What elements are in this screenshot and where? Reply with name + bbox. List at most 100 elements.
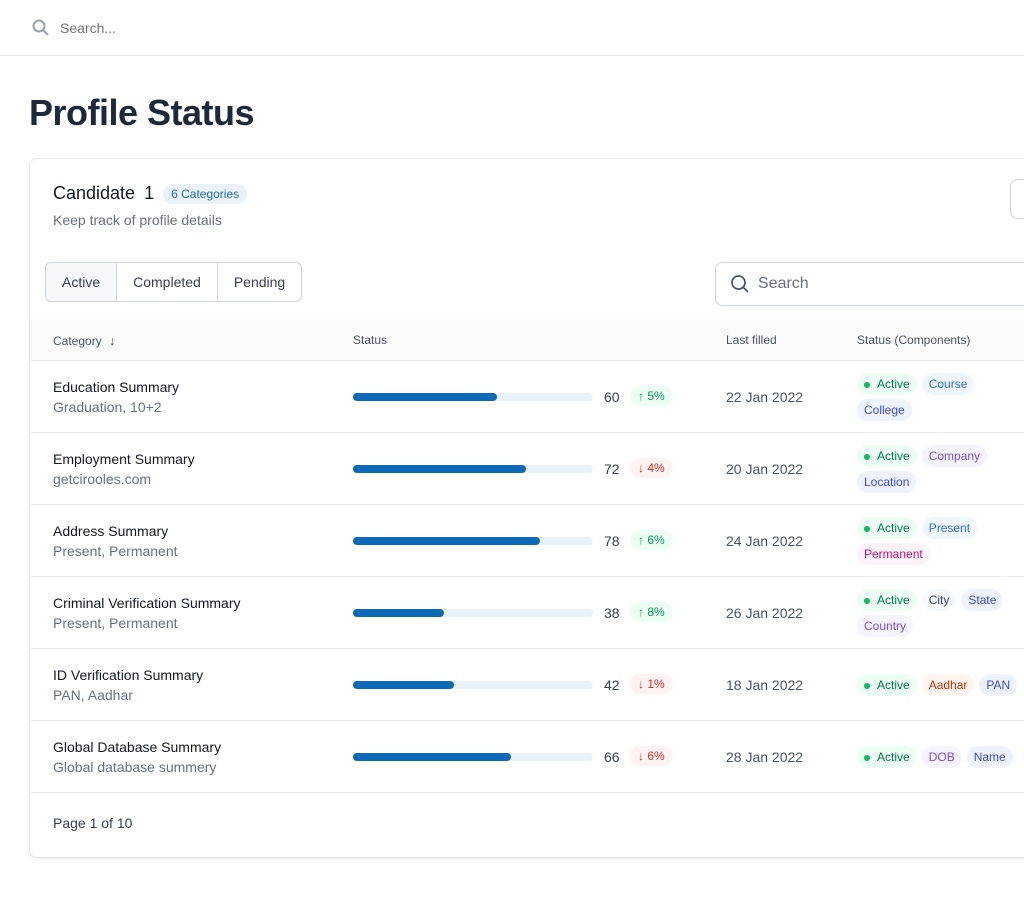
table-row[interactable]: Address Summary Present, Permanent 78 ↑ … <box>30 505 1024 577</box>
progress-fill <box>353 465 526 473</box>
component-tags: Active Aadhar PAN <box>857 649 1021 721</box>
change-badge: ↑ 6% <box>630 530 673 550</box>
table-row[interactable]: Criminal Verification Summary Present, P… <box>30 577 1024 649</box>
table-search-input[interactable]: Search <box>715 262 1024 306</box>
column-category[interactable]: Category ↓ <box>53 333 116 348</box>
category-title: Global Database Summary <box>53 739 222 755</box>
dot-icon <box>864 682 870 689</box>
change-badge: ↑ 5% <box>630 386 673 406</box>
category-subtitle: Global database summery <box>53 759 217 775</box>
pagination-label: Page 1 of 10 <box>53 815 133 831</box>
active-status-badge: Active <box>857 373 917 395</box>
component-tag: Present <box>921 517 978 539</box>
change-value: 8% <box>647 605 665 619</box>
category-title: Education Summary <box>53 379 180 395</box>
search-icon <box>32 19 49 36</box>
category-title: Criminal Verification Summary <box>53 595 241 611</box>
change-value: 4% <box>647 461 665 475</box>
component-tag: PAN <box>979 674 1018 696</box>
component-tag: Location <box>857 471 917 493</box>
progress-bar <box>353 753 593 761</box>
dot-icon <box>864 525 870 532</box>
candidate-label: Candidate <box>53 183 136 203</box>
component-tag: Company <box>921 445 988 467</box>
tab-active[interactable]: Active <box>46 263 117 301</box>
arrow-up-icon: ↑ <box>638 605 644 619</box>
last-filled-date: 26 Jan 2022 <box>726 605 804 621</box>
progress-fill <box>353 537 541 545</box>
component-tags: Active City State Country <box>857 577 1021 649</box>
card-subtitle: Keep track of profile details <box>53 212 222 228</box>
active-status-badge: Active <box>857 589 917 611</box>
global-search-input[interactable] <box>60 19 360 36</box>
arrow-down-icon: ↓ <box>638 677 644 691</box>
active-status-badge: Active <box>857 517 917 539</box>
category-subtitle: Present, Permanent <box>53 543 178 559</box>
active-status-badge: Active <box>857 445 917 467</box>
component-tag: Course <box>921 373 975 395</box>
categories-badge: 6 Categories <box>163 183 248 204</box>
component-tag: State <box>961 589 1004 611</box>
progress-value: 38 <box>604 605 620 621</box>
active-status-badge: Active <box>857 674 917 696</box>
active-status-badge: Active <box>857 746 917 768</box>
component-tag: Country <box>857 615 914 637</box>
column-status-components: Status (Components) <box>857 333 971 347</box>
last-filled-date: 22 Jan 2022 <box>726 389 804 405</box>
card-action-button[interactable] <box>1010 179 1024 219</box>
progress-bar <box>353 681 593 689</box>
column-last-filled: Last filled <box>726 333 777 347</box>
table-header: Category ↓ Status Last filled Status (Co… <box>30 319 1024 361</box>
component-tag: DOB <box>921 746 962 768</box>
change-badge: ↑ 8% <box>630 602 673 622</box>
progress-bar <box>353 537 593 545</box>
progress-value: 66 <box>604 749 620 765</box>
component-tags: Active Course College <box>857 361 1021 433</box>
column-label: Category <box>53 334 102 348</box>
top-search-bar <box>0 0 1024 56</box>
tab-completed[interactable]: Completed <box>116 263 217 301</box>
candidate-number: 1 <box>144 183 155 203</box>
progress-value: 78 <box>604 533 620 549</box>
progress-value: 42 <box>604 677 620 693</box>
category-subtitle: Graduation, 10+2 <box>53 399 162 415</box>
table-row[interactable]: Global Database Summary Global database … <box>30 721 1024 793</box>
dot-icon <box>864 597 870 604</box>
column-status: Status <box>353 333 388 347</box>
status-label: Active <box>877 449 910 463</box>
component-tags: Active Present Permanent <box>857 505 1021 577</box>
table-row[interactable]: ID Verification Summary PAN, Aadhar 42 ↓… <box>30 649 1024 721</box>
component-tag: Aadhar <box>921 674 975 696</box>
change-value: 6% <box>647 533 665 547</box>
arrow-up-icon: ↑ <box>638 389 644 403</box>
tab-pending[interactable]: Pending <box>216 263 301 301</box>
component-tag: Permanent <box>857 543 930 565</box>
progress-bar <box>353 609 593 617</box>
change-badge: ↓ 1% <box>630 674 673 694</box>
category-subtitle: Present, Permanent <box>53 615 178 631</box>
last-filled-date: 28 Jan 2022 <box>726 749 804 765</box>
category-title: Employment Summary <box>53 451 195 467</box>
change-value: 5% <box>647 389 665 403</box>
search-placeholder: Search <box>758 275 809 292</box>
arrow-down-icon: ↓ <box>638 749 644 763</box>
category-subtitle: getcirooles.com <box>53 471 152 487</box>
status-label: Active <box>877 521 910 535</box>
progress-bar <box>353 393 593 401</box>
progress-value: 60 <box>604 389 620 405</box>
card-title: Candidate 1 6 Categories <box>53 183 248 204</box>
arrow-down-icon: ↓ <box>638 461 644 475</box>
status-label: Active <box>877 678 910 692</box>
progress-value: 72 <box>604 461 620 477</box>
last-filled-date: 18 Jan 2022 <box>726 677 804 693</box>
change-badge: ↓ 4% <box>630 458 673 478</box>
component-tag: City <box>921 589 957 611</box>
last-filled-date: 24 Jan 2022 <box>726 533 804 549</box>
table-row[interactable]: Employment Summary getcirooles.com 72 ↓ … <box>30 433 1024 505</box>
table-row[interactable]: Education Summary Graduation, 10+2 60 ↑ … <box>30 361 1024 433</box>
category-title: ID Verification Summary <box>53 667 204 683</box>
status-label: Active <box>877 750 910 764</box>
change-value: 1% <box>647 677 665 691</box>
category-title: Address Summary <box>53 523 169 539</box>
page-title: Profile Status <box>29 92 255 133</box>
